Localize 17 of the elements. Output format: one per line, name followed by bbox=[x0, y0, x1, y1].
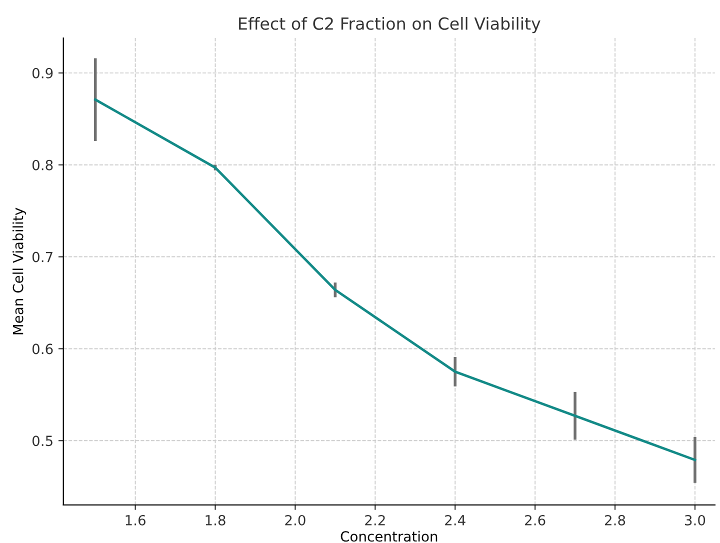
x-tick-label: 2.8 bbox=[604, 514, 626, 526]
chart-title: Effect of C2 Fraction on Cell Viability bbox=[239, 17, 540, 34]
x-tick-label: 3.0 bbox=[684, 514, 706, 526]
x-tick-label: 1.6 bbox=[126, 514, 146, 526]
y-tick-label: 0.7 bbox=[32, 252, 52, 262]
x-tick-label: 2.4 bbox=[445, 514, 466, 526]
x-tick-label: 2.2 bbox=[365, 514, 385, 526]
line-series bbox=[94, 98, 696, 462]
x-axis-title: Concentration bbox=[340, 530, 438, 542]
y-tick-label: 0.9 bbox=[32, 68, 53, 78]
x-tick-label: 1.8 bbox=[206, 514, 226, 526]
x-tick-label: 2.0 bbox=[285, 514, 306, 526]
x-tick-label: 2.6 bbox=[525, 514, 546, 526]
y-tick-label: 0.8 bbox=[32, 160, 53, 170]
y-tick-label: 0.6 bbox=[32, 344, 53, 354]
y-axis-title: Mean Cell Viability bbox=[12, 208, 26, 334]
y-tick-label: 0.5 bbox=[32, 436, 52, 446]
